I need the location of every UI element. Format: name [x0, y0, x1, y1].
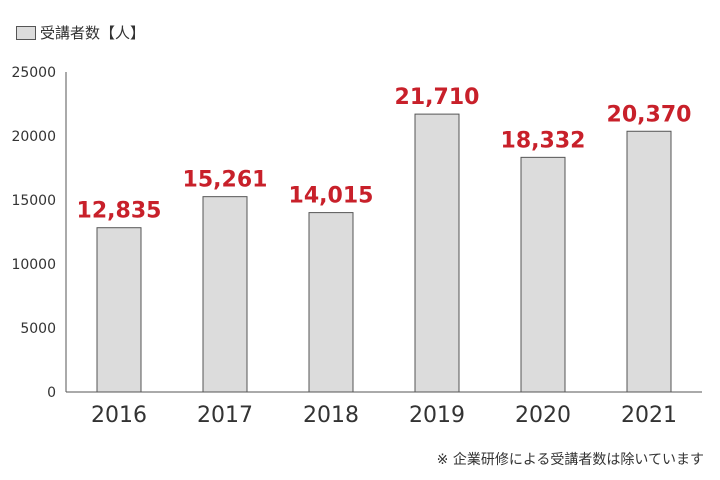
bar [202, 196, 248, 393]
data-label: 21,710 [395, 85, 480, 110]
bar [520, 156, 566, 393]
y-tick-label: 25000 [11, 65, 56, 81]
data-label: 15,261 [183, 168, 268, 193]
x-tick-label: 2018 [303, 403, 359, 428]
x-tick-label: 2016 [91, 403, 147, 428]
x-tick-label: 2020 [515, 403, 571, 428]
y-tick-label: 5000 [20, 321, 56, 337]
bar [308, 212, 354, 393]
bar [414, 113, 460, 393]
y-tick-label: 20000 [11, 129, 56, 145]
y-tick-label: 10000 [11, 257, 56, 273]
bar [626, 130, 672, 393]
x-tick-label: 2017 [197, 403, 253, 428]
data-label: 12,835 [77, 199, 162, 224]
y-tick-label: 0 [47, 385, 56, 401]
bar [96, 227, 142, 393]
data-label: 20,370 [607, 102, 692, 127]
data-label: 18,332 [501, 128, 586, 153]
x-tick-label: 2021 [621, 403, 677, 428]
footnote: ※ 企業研修による受講者数は除いています [436, 452, 704, 468]
legend: 受講者数【人】 [16, 22, 145, 43]
legend-swatch [16, 25, 36, 40]
x-tick-label: 2019 [409, 403, 465, 428]
y-tick-label: 15000 [11, 193, 56, 209]
data-label: 14,015 [289, 184, 374, 209]
legend-label: 受講者数【人】 [40, 24, 146, 42]
